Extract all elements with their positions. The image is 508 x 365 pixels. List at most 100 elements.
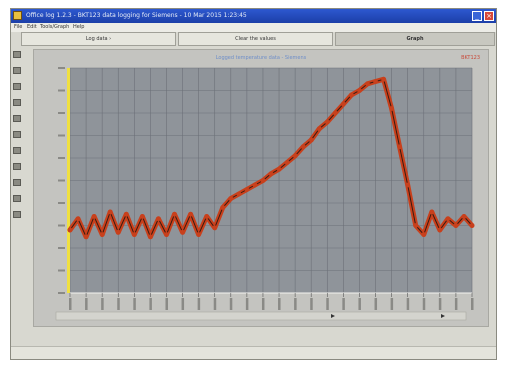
- table-icon[interactable]: [13, 131, 21, 138]
- series-point: [107, 209, 113, 215]
- menu-help[interactable]: Help: [73, 24, 85, 30]
- toolbar: Log data › Clear the values Graph: [21, 32, 496, 47]
- graph-tab-button[interactable]: Graph: [335, 32, 495, 46]
- horizontal-scrollbar: [55, 311, 467, 321]
- series-point: [324, 119, 330, 125]
- pointer-icon[interactable]: [13, 99, 21, 106]
- x-tick-label: [101, 298, 104, 310]
- status-bar: [11, 346, 496, 359]
- series-point: [236, 191, 242, 197]
- grid-icon[interactable]: [13, 179, 21, 186]
- x-tick-label: [438, 298, 442, 310]
- zoom-icon[interactable]: [13, 83, 21, 90]
- menu-file[interactable]: File: [14, 24, 23, 30]
- menu-edit[interactable]: Edit: [27, 24, 37, 30]
- series-point: [220, 205, 226, 210]
- y-tick-label: [58, 134, 65, 137]
- x-tick-label: [310, 298, 313, 310]
- refresh-icon[interactable]: [13, 195, 21, 202]
- series-point: [260, 178, 266, 183]
- line-chart: [55, 67, 475, 321]
- y-tick-label: [58, 269, 65, 272]
- save-icon[interactable]: [13, 51, 21, 58]
- x-tick-label: [197, 298, 201, 310]
- y-tick-label: [58, 67, 65, 69]
- x-tick-label: [117, 298, 120, 310]
- series-point: [212, 225, 218, 231]
- x-tick-label: [422, 298, 426, 310]
- series-point: [188, 211, 194, 217]
- chart-icon[interactable]: [13, 115, 21, 122]
- series-point: [300, 144, 306, 150]
- x-tick-label: [294, 298, 297, 310]
- series-point: [365, 81, 370, 87]
- log-data-button[interactable]: Log data ›: [21, 32, 176, 46]
- x-tick-label: [358, 298, 361, 310]
- series-point: [131, 232, 137, 237]
- app-window: Office log 1.2.3 - BKT123 data logging f…: [10, 8, 497, 360]
- x-tick-label: [245, 298, 249, 310]
- scroll-left-arrow: [331, 314, 335, 318]
- series-point: [180, 229, 185, 235]
- series-point: [284, 160, 290, 165]
- series-point: [139, 214, 145, 219]
- y-tick-label: [58, 247, 65, 249]
- side-toolbar: [11, 47, 23, 247]
- series-point: [204, 214, 210, 219]
- series-point: [75, 216, 81, 222]
- y-tick-label: [58, 179, 65, 182]
- y-tick-label: [58, 112, 65, 114]
- app-icon: [13, 11, 22, 20]
- title-bar[interactable]: Office log 1.2.3 - BKT123 data logging f…: [11, 9, 496, 23]
- settings-icon[interactable]: [13, 163, 21, 170]
- x-tick-label: [342, 298, 345, 310]
- help-icon[interactable]: [13, 211, 21, 218]
- x-tick-label: [149, 298, 152, 310]
- series-point: [316, 126, 322, 132]
- chart-title: Logged temperature data - Siemens: [215, 55, 307, 61]
- x-tick-label: [229, 298, 233, 310]
- minimize-button[interactable]: _: [472, 11, 482, 21]
- clear-values-button[interactable]: Clear the values: [178, 32, 333, 46]
- menu-tools-graph[interactable]: Tools/Graph: [40, 24, 70, 30]
- series-point: [389, 106, 394, 111]
- y-tick-label: [58, 202, 65, 204]
- x-tick-label: [454, 298, 458, 310]
- series-point: [91, 214, 97, 219]
- series-point: [244, 187, 250, 192]
- series-point: [381, 76, 386, 82]
- series-point: [413, 223, 419, 228]
- series-point: [164, 232, 169, 237]
- close-button[interactable]: ×: [484, 11, 494, 21]
- series-point: [445, 216, 451, 222]
- x-tick-label: [471, 298, 474, 310]
- series-point: [156, 216, 161, 222]
- series-point: [437, 227, 443, 233]
- chart-flag: BKT123: [461, 55, 480, 61]
- series-point: [148, 234, 153, 240]
- graph-panel: Logged temperature data - Siemens BKT123: [33, 49, 489, 327]
- window-title: Office log 1.2.3 - BKT123 data logging f…: [26, 12, 247, 19]
- export-icon[interactable]: [13, 147, 21, 154]
- series-point: [357, 88, 362, 93]
- print-icon[interactable]: [13, 67, 21, 74]
- series-point: [340, 101, 346, 107]
- x-tick-label: [69, 298, 72, 310]
- series-point: [292, 153, 298, 159]
- series-point: [349, 92, 354, 98]
- x-tick-label: [261, 298, 265, 310]
- series-point: [461, 214, 467, 219]
- x-tick-label: [406, 298, 410, 310]
- y-tick-label: [58, 157, 65, 159]
- series-point: [421, 232, 427, 237]
- series-point: [332, 110, 338, 116]
- x-tick-label: [278, 298, 281, 310]
- x-tick-label: [165, 298, 168, 310]
- x-tick-label: [85, 298, 88, 310]
- series-point: [115, 229, 121, 235]
- series-point: [83, 234, 89, 240]
- x-tick-label: [390, 298, 394, 310]
- series-point: [172, 211, 177, 217]
- y-tick-label: [58, 224, 65, 227]
- series-point: [196, 232, 202, 237]
